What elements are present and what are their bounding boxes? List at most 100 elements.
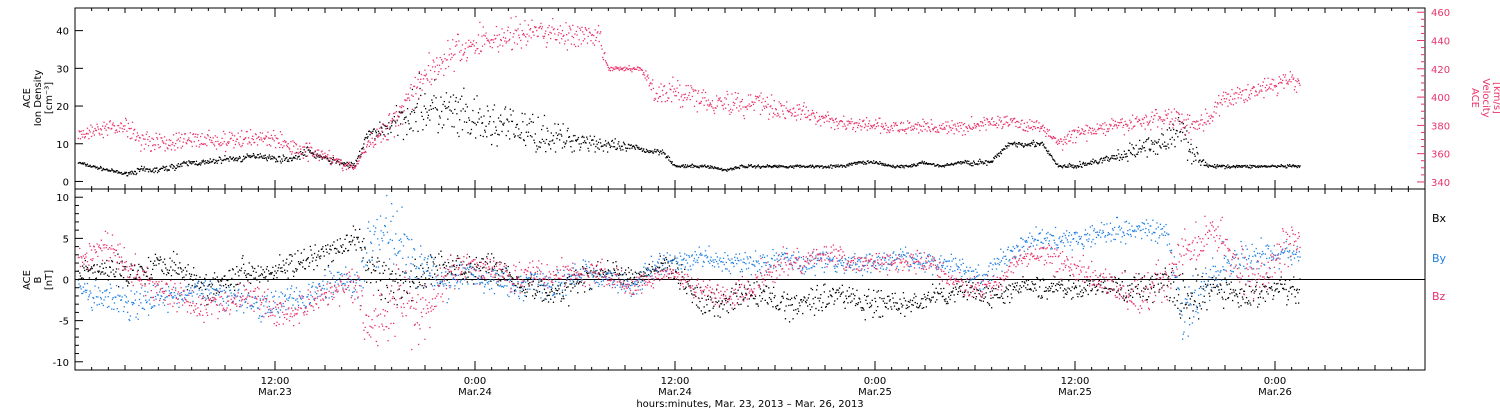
- velocity-series-point: [175, 142, 177, 145]
- velocity-series-point: [738, 105, 741, 107]
- velocity-series-point: [272, 138, 274, 140]
- bx-series-point: [997, 297, 999, 299]
- velocity-series-point: [410, 84, 412, 86]
- bx-series-point: [490, 280, 492, 282]
- bx-series-point: [525, 295, 527, 298]
- bx-series-point: [416, 278, 418, 280]
- velocity-series-point: [348, 161, 350, 163]
- ion-density-series-point: [915, 165, 917, 167]
- velocity-series-point: [353, 166, 355, 168]
- bx-series-point: [389, 273, 391, 275]
- ion-density-series-point: [654, 148, 656, 151]
- velocity-series-point: [905, 132, 907, 135]
- bx-series-point: [763, 290, 766, 293]
- bx-series-point: [217, 280, 219, 282]
- velocity-series-point: [932, 129, 934, 131]
- velocity-series-point: [483, 34, 485, 36]
- ion-density-series-point: [86, 163, 89, 165]
- bx-series-point: [478, 267, 480, 270]
- ion-density-series-point: [559, 129, 561, 131]
- ion-density-series-point: [488, 123, 490, 125]
- bx-series-point: [907, 300, 909, 303]
- velocity-series-point: [650, 82, 652, 84]
- ion-density-series-point: [418, 72, 420, 74]
- bx-series-point: [272, 266, 274, 268]
- bx-series-point: [305, 259, 307, 262]
- ion-density-series-point: [1174, 146, 1176, 148]
- bx-series-point: [737, 289, 739, 291]
- bx-series-point: [250, 274, 252, 277]
- ion-density-series-point: [430, 108, 432, 110]
- velocity-series-point: [1246, 100, 1248, 102]
- bx-series-point: [1061, 280, 1063, 282]
- bx-series-point: [888, 295, 890, 297]
- ion-density-series-point: [659, 150, 661, 152]
- bx-series-point: [567, 286, 569, 288]
- ion-density-series-point: [591, 139, 593, 141]
- velocity-series-point: [901, 128, 903, 131]
- ion-density-series-point: [419, 87, 421, 90]
- velocity-series-point: [107, 127, 109, 129]
- velocity-series-point: [466, 57, 468, 59]
- bx-series-point: [187, 264, 189, 266]
- ion-density-series-point: [1038, 143, 1040, 145]
- velocity-series-point: [707, 104, 709, 106]
- ion-density-series-point: [274, 157, 276, 159]
- ion-density-series-point: [836, 165, 839, 167]
- velocity-series-point: [1043, 130, 1045, 132]
- ion-density-series-point: [948, 164, 950, 166]
- velocity-series-point: [92, 132, 94, 134]
- ion-density-series-point: [346, 161, 348, 163]
- ion-density-series-point: [622, 149, 624, 151]
- velocity-series-point: [187, 139, 189, 141]
- ion-density-series-point: [386, 127, 389, 129]
- velocity-series-point: [927, 122, 929, 124]
- bx-series-point: [666, 267, 668, 269]
- bx-series-point: [810, 287, 812, 290]
- bx-series-point: [195, 274, 198, 277]
- velocity-series-point: [130, 127, 132, 130]
- bx-series-point: [411, 300, 413, 302]
- velocity-series-point: [570, 29, 572, 31]
- velocity-series-point: [1091, 133, 1093, 135]
- ion-density-series-point: [801, 166, 803, 168]
- bx-series-point: [672, 278, 675, 280]
- ion-density-series-point: [1214, 164, 1216, 166]
- ion-density-series-point: [1166, 129, 1168, 131]
- velocity-series-point: [320, 156, 322, 159]
- ion-density-series-point: [409, 128, 411, 130]
- ion-density-series-point: [321, 158, 323, 160]
- velocity-series-point: [369, 141, 371, 144]
- bx-series-point: [643, 275, 646, 277]
- velocity-series-point: [934, 131, 937, 133]
- bx-series-point: [590, 270, 592, 272]
- ion-density-series-point: [228, 160, 230, 162]
- velocity-series-point: [115, 129, 118, 131]
- bx-series-point: [707, 295, 709, 297]
- ion-density-series-point: [149, 168, 151, 170]
- velocity-series-point: [672, 76, 674, 78]
- velocity-series-point: [165, 139, 168, 141]
- bx-series-point: [254, 267, 256, 270]
- bx-series-point: [852, 288, 854, 290]
- ion-density-series-point: [909, 165, 912, 167]
- bx-series-point: [289, 262, 291, 264]
- ion-density-series-point: [477, 112, 480, 114]
- bx-series-point: [516, 276, 518, 278]
- bx-series-point: [663, 259, 666, 261]
- velocity-series-point: [898, 131, 900, 133]
- bx-series-point: [1009, 301, 1011, 304]
- bx-series-point: [929, 299, 931, 301]
- ion-density-series-point: [1098, 161, 1100, 163]
- velocity-series-point: [750, 105, 752, 107]
- bx-series-point: [929, 301, 932, 303]
- velocity-series-point: [920, 129, 922, 131]
- bx-series-point: [346, 234, 348, 236]
- ion-density-series-point: [1227, 166, 1230, 168]
- ion-density-series-point: [854, 163, 857, 165]
- velocity-series-point: [1063, 139, 1065, 141]
- ion-density-series-point: [1259, 166, 1261, 168]
- velocity-series-point: [1103, 128, 1105, 131]
- velocity-series-point: [1023, 129, 1025, 131]
- bx-series-point: [782, 295, 784, 297]
